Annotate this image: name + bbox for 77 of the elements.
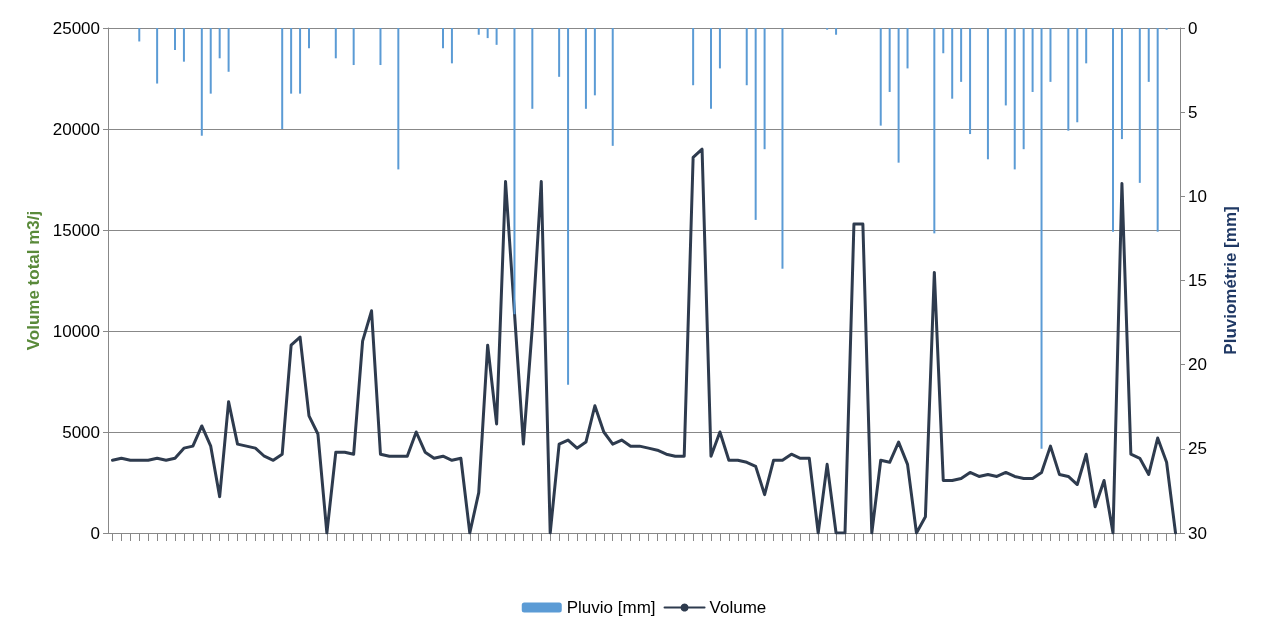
bar [969,28,972,135]
bar [334,28,337,59]
bar [299,28,302,94]
bar [450,28,453,64]
y-axis-title: Volume total m3/j [23,210,43,351]
bar [1138,28,1141,183]
y-tick-label: 0 [90,523,100,543]
bar [1040,28,1043,449]
y-tick-label: 25000 [52,18,100,38]
bar [477,28,480,35]
bar [1004,28,1007,106]
bar [763,28,766,150]
bar [835,28,838,35]
bar [1013,28,1016,170]
y-tick-label: 20000 [52,119,100,139]
bar [227,28,230,72]
bar [308,28,310,49]
y-tick-label: 10000 [52,321,100,341]
bar [558,28,561,77]
bar [156,28,159,84]
bar [531,28,534,109]
bar [1112,28,1114,232]
bar [1156,28,1159,232]
bar [209,28,212,94]
bar [951,28,954,99]
legend-label: Pluvio [mm] [566,598,656,617]
bar [710,28,712,109]
bar [174,28,176,50]
y-tick-label: 5000 [62,422,100,442]
bar [1076,28,1079,123]
bar [718,28,721,69]
bar [584,28,587,109]
y2-tick-label: 30 [1188,523,1207,543]
y2-tick-label: 25 [1188,439,1207,459]
y2-tick-label: 0 [1188,18,1198,38]
bar [593,28,596,96]
bar [888,28,891,92]
legend-label: Volume [709,598,767,617]
bar [611,28,614,146]
bar [486,28,489,39]
bar [567,28,570,385]
bar [513,28,516,315]
bar [281,28,284,129]
bar [942,28,945,54]
bar [879,28,882,126]
y-tick-label: 15000 [52,220,100,240]
bar [692,28,695,86]
y2-tick-label: 5 [1188,102,1198,122]
bar [1049,28,1052,82]
bar [781,28,784,269]
bar [290,28,293,94]
bar [1085,28,1088,64]
bar [138,28,141,42]
bar [200,28,203,136]
bar [745,28,748,86]
bar [754,28,757,220]
bar [960,28,963,82]
y2-tick-label: 15 [1188,271,1207,290]
bar [1022,28,1025,150]
bar [218,28,221,59]
bar [352,28,355,66]
bar [1067,28,1070,131]
bar [933,28,936,234]
bar [182,28,185,62]
bar [397,28,400,170]
bar [1147,28,1150,82]
bar [906,28,909,69]
bar [495,28,498,45]
bar [442,28,444,49]
bar [897,28,900,163]
y2-tick-label: 10 [1188,186,1207,206]
y2-tick-label: 20 [1188,355,1207,375]
bar [1120,28,1123,140]
bar [986,28,989,160]
bar [1031,28,1034,92]
bar [379,28,382,66]
y2-axis-title: Pluviométrie [mm] [1221,206,1240,355]
